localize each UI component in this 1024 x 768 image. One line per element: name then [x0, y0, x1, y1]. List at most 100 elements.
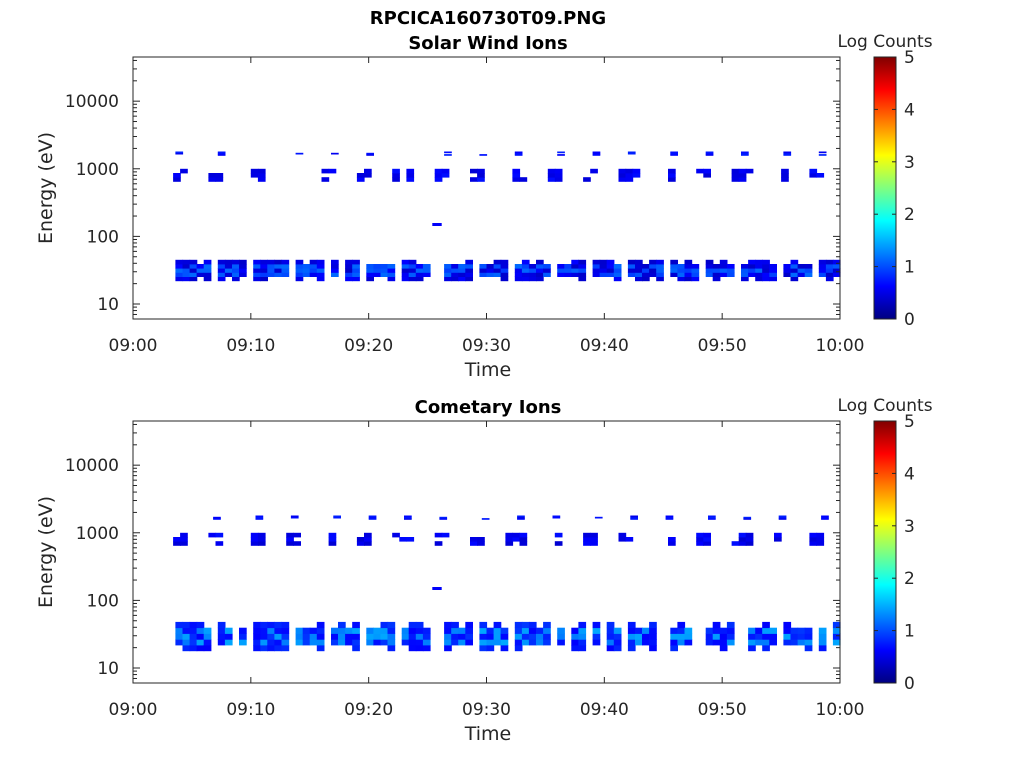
x-axis-label: Time [464, 359, 512, 381]
spectrogram-cell [444, 151, 452, 154]
spectrogram-cell [267, 645, 275, 652]
spectrogram-cell [755, 264, 763, 269]
colorbar-tick-label: 2 [904, 205, 915, 225]
spectrogram-cell [635, 272, 643, 277]
spectrogram-cell [352, 621, 360, 629]
spectrogram-cell [203, 272, 212, 277]
spectrogram-cell [257, 173, 266, 178]
spectrogram-cell [797, 268, 806, 273]
spectrogram-cell [677, 264, 686, 269]
spectrogram-cell [554, 532, 563, 538]
spectrogram-cell [705, 154, 714, 156]
spectrogram-cell [543, 639, 551, 646]
spectrogram-cell [519, 541, 528, 546]
spectrogram-cell [703, 532, 711, 538]
spectrogram-cell [434, 168, 443, 174]
spectrogram-cell [613, 264, 622, 269]
spectrogram-cell [670, 272, 678, 277]
spectrogram-cell [217, 259, 226, 265]
spectrogram-cell [642, 276, 650, 282]
spectrogram-cell [415, 639, 424, 646]
spectrogram-cell [465, 272, 473, 277]
colorbar-tick-label: 0 [904, 310, 915, 330]
spectrogram-cell [401, 268, 410, 273]
spectrogram-cell [825, 264, 834, 269]
spectrogram-cell [592, 272, 601, 277]
spectrogram-cell [528, 272, 537, 277]
spectrogram-cell [677, 639, 686, 646]
spectrogram-cell [232, 276, 240, 282]
spectrogram-cell [583, 541, 591, 546]
spectrogram-cell [293, 541, 301, 546]
spectrogram-cell [387, 621, 396, 629]
spectrogram-cell [295, 276, 304, 282]
spectrogram-cell [521, 639, 530, 646]
spectrogram-cell [684, 264, 693, 269]
spectrogram-cell [217, 633, 226, 640]
y-axis-label: Energy (eV) [35, 132, 57, 244]
spectrogram-cell [253, 627, 261, 634]
spectrogram-cell [189, 639, 198, 646]
spectrogram-cell [528, 264, 537, 269]
spectrogram-cell [217, 264, 226, 269]
spectrogram-cell [599, 272, 608, 277]
spectrogram-cell [557, 154, 565, 156]
spectrogram-cell [528, 639, 537, 646]
spectrogram-cell [592, 264, 601, 269]
spectrogram-cell [554, 168, 563, 174]
spectrogram-cell [514, 645, 523, 652]
spectrogram-cell [203, 645, 212, 652]
spectrogram-cell [630, 515, 638, 518]
spectrogram-cell [606, 621, 615, 629]
spectrogram-cell [302, 633, 311, 640]
spectrogram-cell [302, 268, 311, 273]
spectrogram-cell [352, 627, 360, 634]
spectrogram-cell [719, 627, 728, 634]
spectrogram-cell [444, 633, 452, 640]
spectrogram-cell [477, 541, 485, 546]
spectrogram-cell [500, 639, 509, 646]
spectrogram-cell [809, 537, 818, 542]
spectrogram-cell [239, 272, 247, 277]
spectrogram-cell [380, 621, 389, 629]
spectrogram-cell [253, 259, 261, 265]
spectrogram-cell [684, 268, 693, 273]
x-tick-label: 09:40 [580, 700, 629, 720]
spectrogram-cell [253, 264, 261, 269]
spectrogram-cell [281, 272, 290, 277]
spectrogram-cell [500, 264, 509, 269]
spectrogram-cell [387, 276, 396, 282]
spectrogram-cell [415, 264, 424, 269]
spectrogram-cell [804, 645, 813, 652]
spectrogram-cell [743, 518, 752, 520]
spectrogram-cell [260, 645, 268, 652]
spectrogram-cell [599, 259, 608, 265]
spectrogram-cell [517, 516, 525, 519]
x-tick-label: 10:00 [816, 700, 865, 720]
spectrogram-cell [401, 272, 410, 277]
spectrogram-cell [175, 272, 184, 277]
spectrogram-cell [514, 272, 523, 277]
spectrogram-cell [618, 168, 627, 174]
spectrogram-cell [691, 268, 700, 273]
spectrogram-cell [250, 168, 259, 174]
spectrogram-cell [189, 621, 198, 629]
spectrogram-cell [465, 264, 473, 269]
spectrogram-cell [705, 627, 714, 634]
spectrogram-cell [741, 272, 749, 277]
spectrogram-cell [748, 633, 756, 640]
spectrogram-cell [521, 633, 530, 640]
spectrogram-cell [331, 264, 339, 269]
spectrogram-cell [368, 515, 377, 518]
spectrogram-cell [309, 627, 318, 634]
y-tick-label: 1000 [76, 160, 119, 180]
spectrogram-cell [745, 532, 754, 538]
spectrogram-cell [691, 272, 700, 277]
spectrogram-cell [253, 268, 261, 273]
spectrogram-cell [762, 259, 770, 265]
spectrogram-cell [182, 259, 191, 265]
panel-title: Solar Wind Ions [408, 33, 567, 54]
spectrogram-cell [821, 518, 829, 520]
spectrogram-cell [175, 276, 184, 282]
spectrogram-cell [281, 645, 290, 652]
